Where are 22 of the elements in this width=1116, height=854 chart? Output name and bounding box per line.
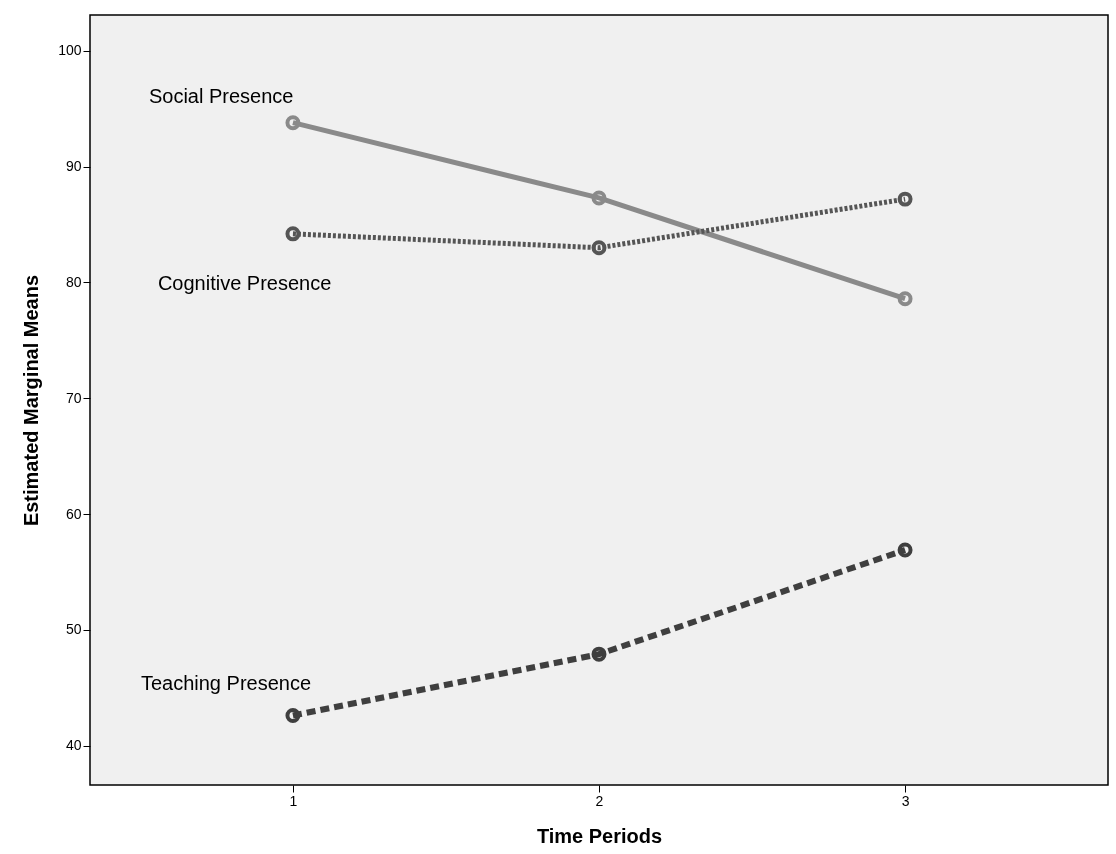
point	[285, 226, 301, 242]
x-axis-title: Time Periods	[536, 824, 663, 847]
point	[897, 542, 913, 558]
y-tick-label: 50	[65, 621, 82, 638]
y-tick-label: 40	[65, 737, 82, 754]
y-tick-label: 70	[65, 389, 82, 406]
y-axis-title: Estimated Marginal Means	[20, 274, 43, 527]
point	[591, 646, 607, 662]
y-tick-label: 60	[65, 505, 82, 522]
y-tick-label: 100	[58, 42, 82, 59]
series-label: Cognitive Presence	[157, 271, 332, 294]
y-tick-label: 90	[65, 158, 82, 175]
x-tick-label: 2	[595, 792, 604, 809]
x-tick-label: 1	[289, 792, 298, 809]
x-tick-label: 3	[901, 792, 910, 809]
y-tick-label: 80	[65, 273, 82, 290]
point	[591, 240, 607, 256]
series-label: Social Presence	[148, 84, 294, 107]
series-label: Teaching Presence	[140, 671, 312, 694]
point	[591, 190, 607, 206]
point	[285, 708, 301, 723]
point	[897, 191, 913, 207]
